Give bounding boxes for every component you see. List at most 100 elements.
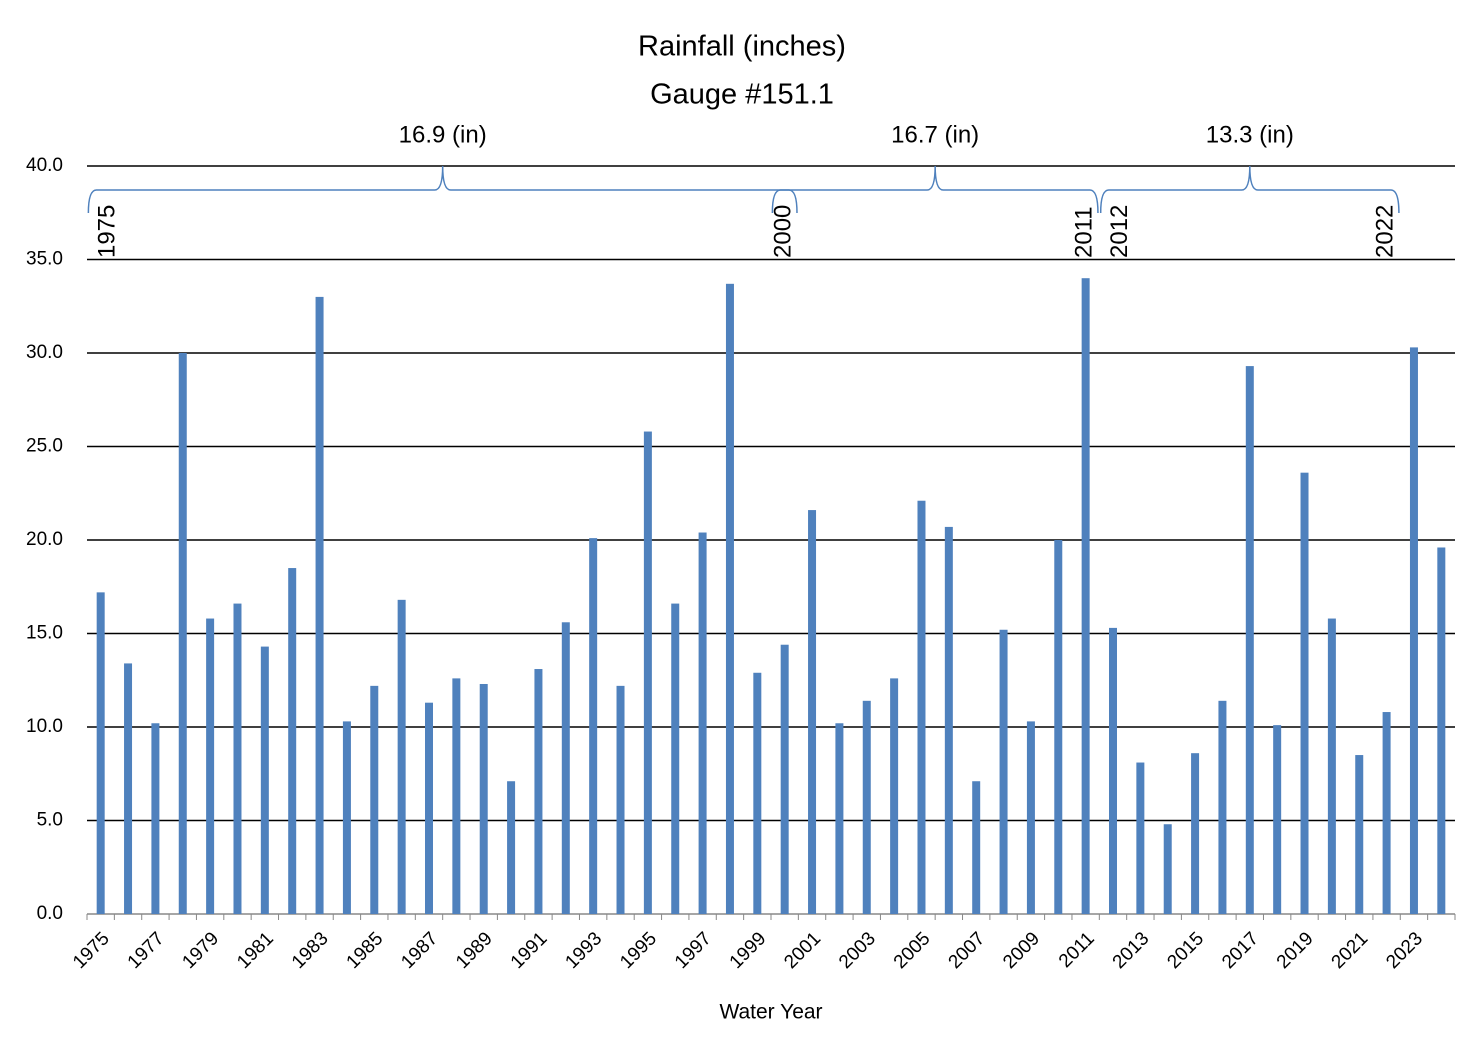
y-tick-label: 30.0 (26, 342, 63, 363)
x-tick-label: 1997 (671, 928, 716, 973)
bar (1327, 618, 1336, 914)
bar (780, 644, 789, 914)
bar (835, 723, 844, 914)
bar (1382, 712, 1391, 914)
x-tick-label: 1989 (452, 928, 497, 973)
period-end-year: 2011 (1070, 206, 1097, 258)
bar (643, 431, 652, 914)
period-end-year: 2022 (1371, 205, 1398, 258)
bar (151, 723, 160, 914)
y-tick-label: 20.0 (26, 529, 63, 550)
x-tick-label: 2017 (1218, 928, 1263, 973)
bar (1026, 721, 1035, 914)
y-tick-label: 35.0 (26, 249, 63, 270)
x-tick-label: 2019 (1273, 928, 1318, 973)
x-tick-label: 1985 (343, 928, 388, 973)
bar (808, 510, 817, 914)
bar (1191, 753, 1200, 914)
bar (917, 500, 926, 914)
bar (233, 603, 242, 914)
bar (452, 678, 461, 914)
bar (890, 678, 899, 914)
bar (479, 683, 488, 914)
bar (178, 353, 187, 914)
bar (124, 663, 133, 914)
x-tick-label: 1991 (507, 928, 552, 973)
period-average: 13.3 (in) (1206, 121, 1294, 148)
x-tick-label: 1993 (561, 928, 606, 973)
bar (1136, 762, 1145, 914)
x-tick-label: 1987 (397, 928, 442, 973)
bar (206, 618, 215, 914)
bar (342, 721, 351, 914)
y-tick-label: 10.0 (26, 716, 63, 737)
bar (288, 568, 297, 914)
bar (1437, 547, 1446, 914)
period-brace (771, 165, 1099, 214)
bar (1054, 540, 1063, 914)
x-tick-label: 2021 (1328, 928, 1373, 973)
bar (944, 526, 953, 914)
bar (1245, 366, 1254, 915)
x-tick-label: 1979 (178, 928, 223, 973)
x-tick-label: 1995 (616, 928, 661, 973)
bar (561, 622, 570, 914)
bar (1109, 627, 1117, 914)
bar (862, 700, 871, 914)
x-tick-label: 1981 (233, 928, 278, 973)
y-tick-label: 25.0 (26, 436, 63, 457)
bar (1081, 278, 1090, 914)
x-tick-label: 2003 (835, 928, 880, 973)
x-tick-label: 1977 (124, 928, 169, 973)
x-tick-label: 1975 (69, 928, 114, 973)
bar (425, 702, 433, 914)
bar (753, 672, 762, 914)
x-tick-label: 2015 (1163, 928, 1208, 973)
x-axis-label: Water Year (719, 1001, 822, 1024)
y-tick-label: 0.0 (37, 903, 63, 924)
bar (1409, 347, 1418, 914)
period-brace (1099, 165, 1400, 214)
bar (315, 296, 324, 914)
y-tick-label: 15.0 (26, 623, 63, 644)
chart-subtitle: Gauge #151.1 (650, 79, 834, 111)
bar (534, 669, 543, 914)
period-average: 16.9 (in) (399, 121, 487, 148)
bar (972, 781, 981, 914)
x-tick-label: 2001 (780, 928, 825, 973)
y-tick-label: 40.0 (26, 155, 63, 176)
bar (507, 781, 516, 914)
x-tick-label: 2007 (945, 928, 990, 973)
period-average: 16.7 (in) (891, 121, 979, 148)
period-brace (87, 165, 798, 214)
bar (96, 592, 105, 914)
chart-title: Rainfall (inches) (638, 31, 846, 63)
bar (589, 538, 598, 914)
bar (698, 532, 707, 914)
bar (1273, 725, 1282, 914)
x-tick-label: 2013 (1109, 928, 1154, 973)
x-tick-label: 1999 (726, 928, 771, 973)
period-end-year: 2000 (769, 205, 796, 258)
x-tick-label: 1983 (288, 928, 333, 973)
bar (1355, 755, 1364, 914)
bar (370, 685, 379, 914)
bar (1218, 700, 1227, 914)
x-tick-label: 2005 (890, 928, 935, 973)
period-start-year: 1975 (94, 205, 121, 258)
bar (999, 629, 1008, 914)
x-tick-label: 2023 (1382, 928, 1427, 973)
x-tick-label: 2011 (1055, 928, 1099, 972)
bar (616, 685, 625, 914)
bar (397, 599, 406, 914)
bar (1163, 824, 1172, 914)
bar (1300, 472, 1309, 914)
period-start-year: 2012 (1106, 205, 1133, 258)
y-tick-label: 5.0 (37, 810, 63, 831)
x-tick-label: 2009 (999, 928, 1044, 973)
bar (260, 646, 269, 914)
bar (671, 603, 680, 914)
bar (725, 283, 734, 914)
